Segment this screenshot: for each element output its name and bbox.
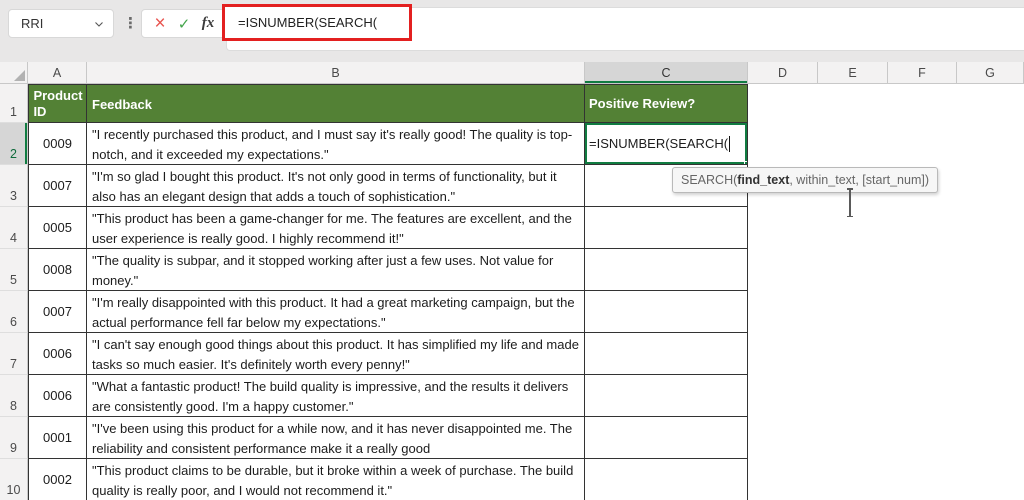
table-row: 10 0002 "This product claims to be durab… xyxy=(0,459,1024,500)
cell-positive-review[interactable] xyxy=(585,459,748,500)
insert-function-button[interactable]: fx xyxy=(201,15,215,31)
row-header-1[interactable]: 1 xyxy=(0,84,28,123)
column-header-b[interactable]: B xyxy=(87,62,585,84)
row-header-5[interactable]: 5 xyxy=(0,249,28,291)
column-header-f[interactable]: F xyxy=(888,62,957,84)
cell-product-id[interactable]: 0001 xyxy=(28,417,87,459)
cell-product-id[interactable]: 0006 xyxy=(28,375,87,417)
cell-product-id[interactable]: 0006 xyxy=(28,333,87,375)
mouse-ibeam-cursor xyxy=(847,188,852,217)
name-box-value: RRI xyxy=(21,16,44,31)
column-header-a[interactable]: A xyxy=(28,62,87,84)
cell-positive-review[interactable] xyxy=(585,333,748,375)
cell-positive-review[interactable] xyxy=(585,207,748,249)
row-header-4[interactable]: 4 xyxy=(0,207,28,249)
cell-feedback[interactable]: "This product claims to be durable, but … xyxy=(87,459,585,500)
chevron-down-icon[interactable] xyxy=(93,18,105,30)
column-header-d[interactable]: D xyxy=(748,62,818,84)
cell-positive-review[interactable] xyxy=(585,249,748,291)
cell-feedback[interactable]: "I'm really disappointed with this produ… xyxy=(87,291,585,333)
cell-product-id[interactable]: 0008 xyxy=(28,249,87,291)
cell-feedback[interactable]: "I recently purchased this product, and … xyxy=(87,123,585,165)
select-all-triangle-icon xyxy=(14,70,25,81)
fill-handle[interactable] xyxy=(744,161,747,164)
column-header-g[interactable]: G xyxy=(957,62,1024,84)
column-header-e[interactable]: E xyxy=(818,62,888,84)
cell-feedback[interactable]: "What a fantastic product! The build qua… xyxy=(87,375,585,417)
cell-positive-review[interactable] xyxy=(585,417,748,459)
table-row: 4 0005 "This product has been a game-cha… xyxy=(0,207,1024,249)
cancel-button[interactable]: × xyxy=(154,12,166,34)
table-header-row: 1 Product ID Feedback Positive Review? xyxy=(0,84,1024,123)
cell-product-id[interactable]: 0009 xyxy=(28,123,87,165)
header-cell-positive-review[interactable]: Positive Review? xyxy=(585,84,748,123)
name-box[interactable]: RRI xyxy=(8,9,114,38)
table-row: 5 0008 "The quality is subpar, and it st… xyxy=(0,249,1024,291)
header-cell-feedback[interactable]: Feedback xyxy=(87,84,585,123)
function-hint-tooltip: SEARCH(find_text, within_text, [start_nu… xyxy=(672,167,938,193)
column-header-strip: A B C D E F G xyxy=(0,62,1024,84)
row-header-2[interactable]: 2 xyxy=(0,123,28,165)
row-header-7[interactable]: 7 xyxy=(0,333,28,375)
cell-product-id[interactable]: 0005 xyxy=(28,207,87,249)
formula-button-group: × ✓ fx xyxy=(141,9,227,38)
column-header-c[interactable]: C xyxy=(585,62,748,84)
cell-feedback[interactable]: "This product has been a game-changer fo… xyxy=(87,207,585,249)
row-header-8[interactable]: 8 xyxy=(0,375,28,417)
table-row: 9 0001 "I've been using this product for… xyxy=(0,417,1024,459)
table-row: 7 0006 "I can't say enough good things a… xyxy=(0,333,1024,375)
formula-toolbar: RRI ⋮ × ✓ fx =ISNUMBER(SEARCH( xyxy=(0,0,1024,62)
cell-feedback[interactable]: "I'm so glad I bought this product. It's… xyxy=(87,165,585,207)
formula-highlight-box: =ISNUMBER(SEARCH( xyxy=(222,4,412,41)
active-cell-c2[interactable]: =ISNUMBER(SEARCH( xyxy=(585,123,748,165)
cell-product-id[interactable]: 0002 xyxy=(28,459,87,500)
cell-formula-value: =ISNUMBER(SEARCH( xyxy=(589,136,729,151)
more-dots-icon[interactable]: ⋮ xyxy=(123,15,138,32)
table-row: 3 0007 "I'm so glad I bought this produc… xyxy=(0,165,1024,207)
cell-positive-review[interactable] xyxy=(585,375,748,417)
row-header-10[interactable]: 10 xyxy=(0,459,28,500)
cell-feedback[interactable]: "I can't say enough good things about th… xyxy=(87,333,585,375)
row-header-6[interactable]: 6 xyxy=(0,291,28,333)
table-row: 6 0007 "I'm really disappointed with thi… xyxy=(0,291,1024,333)
table-row: 8 0006 "What a fantastic product! The bu… xyxy=(0,375,1024,417)
row-header-3[interactable]: 3 xyxy=(0,165,28,207)
cell-product-id[interactable]: 0007 xyxy=(28,165,87,207)
header-cell-product-id[interactable]: Product ID xyxy=(28,84,87,123)
worksheet-grid: A B C D E F G 1 Product ID Feedback Posi… xyxy=(0,62,1024,500)
tooltip-bold-arg: find_text xyxy=(737,173,790,187)
select-all-button[interactable] xyxy=(0,62,28,84)
formula-bar-value[interactable]: =ISNUMBER(SEARCH( xyxy=(238,15,378,30)
tooltip-prefix: SEARCH( xyxy=(681,173,738,187)
cell-feedback[interactable]: "I've been using this product for a whil… xyxy=(87,417,585,459)
table-row: 2 0009 "I recently purchased this produc… xyxy=(0,123,1024,165)
cell-feedback[interactable]: "The quality is subpar, and it stopped w… xyxy=(87,249,585,291)
cell-product-id[interactable]: 0007 xyxy=(28,291,87,333)
text-caret xyxy=(729,135,731,152)
row-header-9[interactable]: 9 xyxy=(0,417,28,459)
tooltip-suffix: , within_text, [start_num]) xyxy=(789,173,929,187)
cell-positive-review[interactable] xyxy=(585,291,748,333)
enter-button[interactable]: ✓ xyxy=(177,15,191,33)
